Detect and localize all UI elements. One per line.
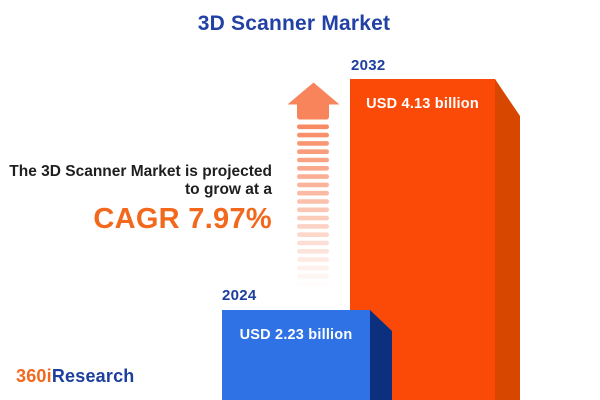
bar-year-label-2024: 2024 [222, 287, 257, 304]
logo-suffix: Research [51, 366, 135, 386]
bar-2024 [222, 310, 392, 400]
annotation: The 3D Scanner Market is projected to gr… [0, 163, 272, 234]
bar-value-label-2032: USD 4.13 billion [366, 96, 479, 112]
bar-2032-side [495, 79, 520, 400]
annotation-line-2: to grow at a [185, 180, 272, 198]
bar-value-label-2024: USD 2.23 billion [239, 327, 353, 343]
bar-2024-side [370, 310, 392, 400]
growth-arrow-trail [297, 124, 329, 279]
brand-logo: 360iResearch [16, 366, 135, 387]
growth-arrow-icon [287, 82, 340, 120]
bar-2024-front [222, 310, 370, 400]
logo-prefix: 360i [16, 366, 52, 386]
cagr-text: CAGR 7.97% [93, 203, 272, 235]
annotation-line-1: The 3D Scanner Market is projected [9, 163, 272, 180]
bar-year-label-2032: 2032 [351, 57, 386, 74]
page-title: 3D Scanner Market [197, 12, 391, 35]
